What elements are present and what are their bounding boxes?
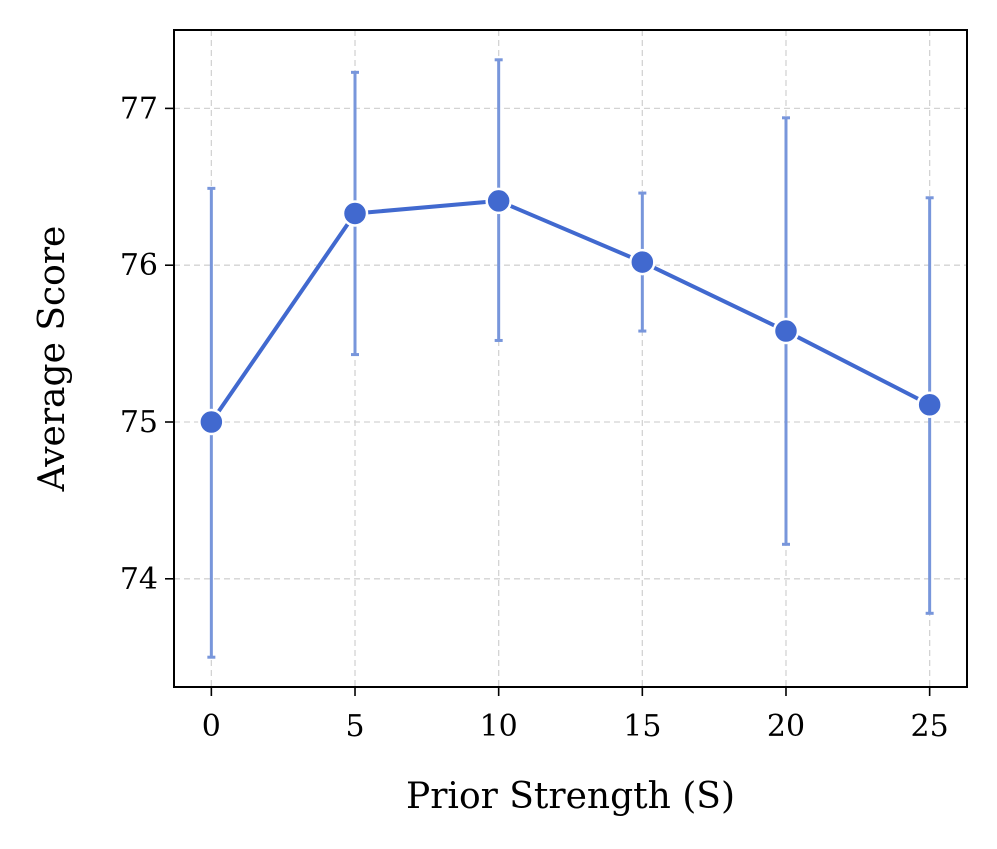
axis-ticks: 0 5 10 15 20 25 74 75 76 77 (120, 91, 949, 744)
plot-area-frame (173, 29, 968, 688)
data-point (198, 408, 225, 436)
data-point (629, 248, 656, 276)
y-tick-label: 77 (120, 91, 158, 126)
x-tick-label: 0 (202, 709, 221, 744)
grid (174, 30, 967, 687)
x-axis-label: Prior Strength (S) (406, 776, 735, 817)
data-point (485, 187, 512, 215)
data-point (916, 391, 943, 419)
y-tick-label: 75 (120, 405, 158, 440)
series-line-group (209, 198, 931, 424)
data-points (198, 187, 943, 436)
y-tick-label: 76 (120, 248, 158, 283)
x-tick-label: 20 (767, 709, 805, 744)
series-line (209, 198, 931, 424)
y-tick-label: 74 (120, 562, 158, 597)
x-tick-label: 15 (623, 709, 661, 744)
x-tick-label: 10 (480, 709, 518, 744)
x-tick-label: 5 (345, 709, 364, 744)
x-tick-label: 25 (911, 709, 949, 744)
data-point (772, 317, 800, 345)
data-point (341, 200, 369, 227)
y-axis-label: Average Score (32, 226, 73, 493)
